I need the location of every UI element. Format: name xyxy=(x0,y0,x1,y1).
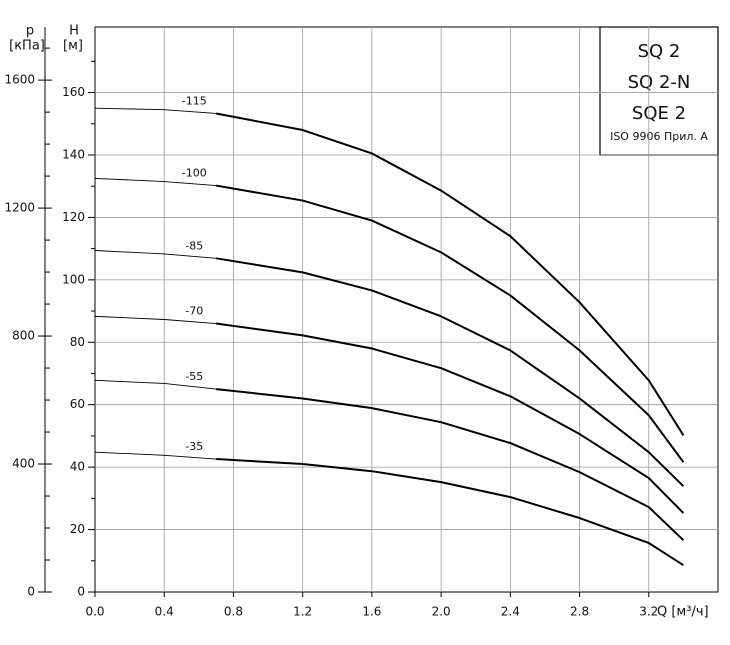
subtitle: ISO 9906 Прил. A xyxy=(610,130,708,143)
title-line: SQ 2-N xyxy=(628,72,691,93)
title-line: SQE 2 xyxy=(632,103,686,124)
y-tick-label: 100 xyxy=(62,272,85,286)
curve xyxy=(216,388,685,541)
curve xyxy=(216,322,685,514)
curve xyxy=(94,451,217,460)
y2-tick-label: 1600 xyxy=(4,73,35,87)
curve xyxy=(215,112,685,436)
curve-label: -100 xyxy=(182,167,207,180)
x-tick-label: 2.8 xyxy=(570,605,589,619)
y2-tick-label: 400 xyxy=(12,457,35,471)
plot-frame xyxy=(94,26,719,593)
x-tick-label: 0.0 xyxy=(85,605,104,619)
y-tick-label: 0 xyxy=(77,585,85,599)
x-tick-label: 2.0 xyxy=(432,605,451,619)
curve xyxy=(94,250,217,259)
title-box xyxy=(599,26,719,156)
x-tick-label: 0.8 xyxy=(224,605,243,619)
curve-label: -85 xyxy=(185,239,203,252)
x-label: Q [м³/ч] xyxy=(657,605,709,620)
curve xyxy=(94,107,217,114)
x-tick-label: 2.4 xyxy=(501,605,520,619)
curve-label: -55 xyxy=(185,370,203,383)
x-tick-label: 1.2 xyxy=(293,605,312,619)
curve xyxy=(94,177,217,187)
y-unit: [м] xyxy=(63,39,83,54)
x-tick-label: 0.4 xyxy=(155,605,174,619)
x-tick-label: 1.6 xyxy=(362,605,381,619)
y-label: H xyxy=(69,24,79,39)
y2-tick-label: 1200 xyxy=(4,201,35,215)
y-tick-label: 140 xyxy=(62,147,85,161)
curve xyxy=(215,184,685,463)
y-tick-label: 160 xyxy=(62,85,85,99)
curve xyxy=(94,379,217,390)
title-line: SQ 2 xyxy=(638,41,681,62)
y-tick-label: 120 xyxy=(62,210,85,224)
curve xyxy=(215,257,685,487)
y2-tick-label: 800 xyxy=(12,329,35,343)
curve-label: -70 xyxy=(185,305,203,318)
curve-label: -115 xyxy=(182,94,207,107)
y-tick-label: 80 xyxy=(70,335,85,349)
y-tick-label: 20 xyxy=(70,522,85,536)
curve xyxy=(216,458,684,566)
y2-label: p xyxy=(26,24,34,39)
y-tick-label: 40 xyxy=(70,460,85,474)
y-tick-label: 60 xyxy=(70,397,85,411)
y2-unit: [кПа] xyxy=(9,39,45,54)
x-tick-label: 3.2 xyxy=(639,605,658,619)
y2-tick-label: 0 xyxy=(27,585,35,599)
curve xyxy=(94,315,217,324)
curve-label: -35 xyxy=(185,440,203,453)
